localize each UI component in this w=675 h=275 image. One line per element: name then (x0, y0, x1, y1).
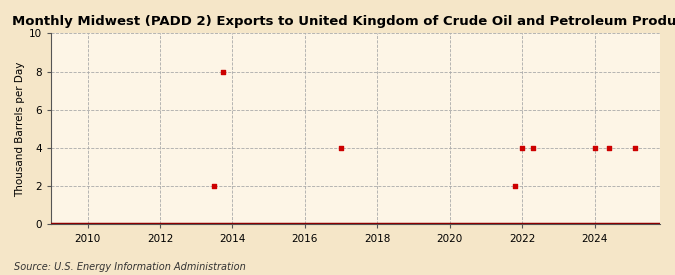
Point (528, 146, 539, 150)
Point (589, 146, 600, 150)
Y-axis label: Thousand Barrels per Day: Thousand Barrels per Day (15, 61, 25, 197)
Point (335, 146, 346, 150)
Title: Monthly Midwest (PADD 2) Exports to United Kingdom of Crude Oil and Petroleum Pr: Monthly Midwest (PADD 2) Exports to Unit… (12, 15, 675, 28)
Point (209, 184, 220, 188)
Point (218, 69, 229, 74)
Point (517, 146, 528, 150)
Point (510, 184, 520, 188)
Text: Source: U.S. Energy Information Administration: Source: U.S. Energy Information Administ… (14, 262, 245, 272)
Point (629, 146, 640, 150)
Point (604, 146, 615, 150)
